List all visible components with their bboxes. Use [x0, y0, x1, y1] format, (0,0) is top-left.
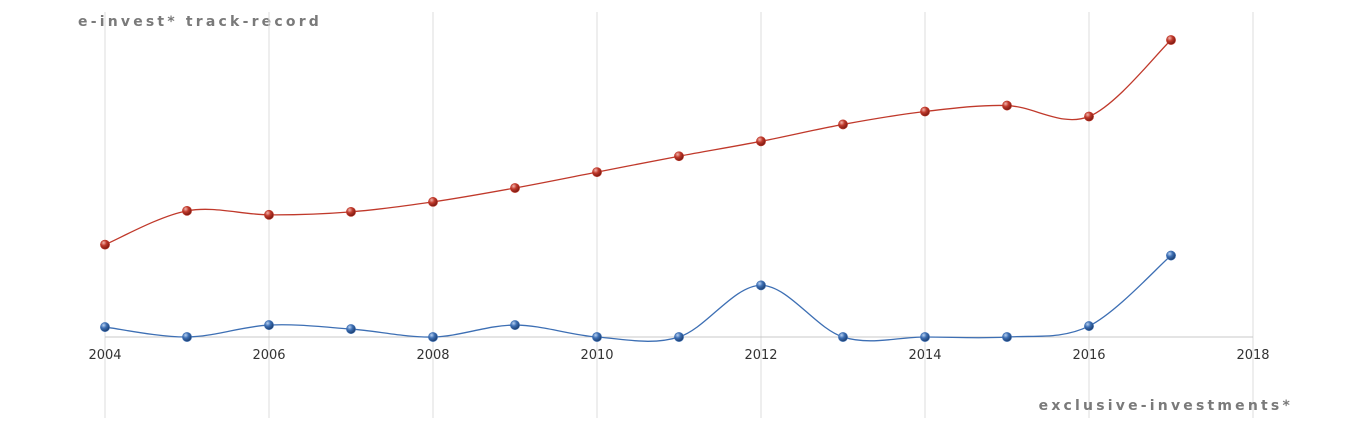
x-tick-label: 2012	[744, 348, 777, 363]
data-point-series-1-2010[interactable]	[592, 332, 602, 342]
brand-footer: exclusive-investments*	[1038, 398, 1293, 414]
data-point-series-0-2014[interactable]	[920, 106, 930, 117]
series-lines	[104, 39, 1172, 342]
data-point-series-0-2015[interactable]	[1002, 100, 1012, 111]
series-line-1	[104, 255, 1172, 342]
data-point-series-1-2007[interactable]	[346, 324, 356, 334]
data-point-series-0-2013[interactable]	[838, 119, 848, 130]
data-point-series-0-2010[interactable]	[592, 167, 602, 178]
data-point-series-1-2014[interactable]	[920, 332, 930, 342]
x-tick-label: 2010	[580, 348, 613, 363]
data-point-series-1-2013[interactable]	[838, 332, 848, 342]
chart-title: e-invest* track-record	[78, 14, 323, 30]
x-tick-label: 2016	[1072, 348, 1105, 363]
data-point-series-0-2009[interactable]	[510, 183, 520, 193]
data-point-series-1-2004[interactable]	[100, 322, 110, 332]
data-point-series-0-2016[interactable]	[1084, 111, 1094, 122]
x-tick-label: 2014	[908, 348, 941, 363]
data-point-series-1-2009[interactable]	[510, 320, 520, 330]
x-tick-label: 2006	[252, 348, 285, 363]
x-tick-label: 2004	[88, 348, 121, 363]
data-point-series-0-2004[interactable]	[100, 239, 110, 250]
data-point-series-0-2012[interactable]	[756, 136, 766, 147]
data-point-series-1-2008[interactable]	[428, 332, 438, 342]
data-point-series-1-2017[interactable]	[1166, 250, 1176, 261]
data-point-series-1-2006[interactable]	[264, 320, 274, 330]
data-point-series-0-2007[interactable]	[346, 206, 356, 217]
x-tick-labels: 2004 2006 2008 2010 2012 2014 2016 2018	[88, 348, 1269, 363]
data-point-series-0-2006[interactable]	[264, 209, 274, 220]
data-point-series-1-2005[interactable]	[182, 332, 192, 342]
data-point-series-0-2011[interactable]	[674, 151, 684, 162]
data-point-series-0-2008[interactable]	[428, 197, 438, 207]
x-tick-label: 2018	[1236, 348, 1269, 363]
data-points	[100, 35, 1176, 342]
data-point-series-1-2016[interactable]	[1084, 321, 1094, 331]
data-point-series-1-2011[interactable]	[674, 332, 684, 342]
data-point-series-1-2012[interactable]	[756, 280, 766, 291]
x-tick-label: 2008	[416, 348, 449, 363]
data-point-series-0-2017[interactable]	[1166, 35, 1176, 45]
data-point-series-1-2015[interactable]	[1002, 332, 1012, 342]
data-point-series-0-2005[interactable]	[182, 205, 192, 216]
